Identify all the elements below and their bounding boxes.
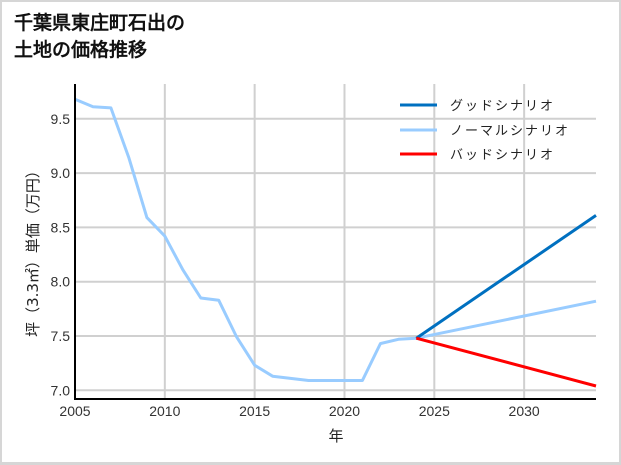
x-tick-label: 2015 xyxy=(239,403,270,419)
legend-label: グッドシナリオ xyxy=(450,99,555,114)
x-tick-label: 2030 xyxy=(509,403,540,419)
y-tick-label: 7.5 xyxy=(51,328,71,344)
x-axis-label: 年 xyxy=(328,427,343,445)
x-tick-label: 2010 xyxy=(149,403,180,419)
y-tick-label: 9.0 xyxy=(51,165,71,181)
x-tick-label: 2005 xyxy=(59,403,90,419)
y-tick-label: 7.0 xyxy=(51,382,71,398)
data-series xyxy=(74,97,597,388)
y-tick-label: 9.5 xyxy=(51,111,71,127)
axes xyxy=(74,84,596,400)
chart-title-line2: 土地の価格推移 xyxy=(14,39,148,61)
y-axis-label: 坪（3.3㎡）単価（万円） xyxy=(24,163,42,337)
y-tick-label: 8.0 xyxy=(51,274,71,290)
legend-label: バッドシナリオ xyxy=(450,148,555,163)
grid-lines xyxy=(74,84,596,399)
x-tick-label: 2020 xyxy=(329,403,360,419)
chart-title-line1: 千葉県東庄町石出の xyxy=(14,12,186,34)
y-tick-label: 8.5 xyxy=(51,219,71,235)
series-line-0 xyxy=(415,214,597,340)
legend-label: ノーマルシナリオ xyxy=(450,124,570,139)
chart-title: 千葉県東庄町石出の 土地の価格推移 xyxy=(14,10,185,64)
series-line-2 xyxy=(415,336,597,388)
x-tick-label: 2025 xyxy=(419,403,450,419)
series-line-1 xyxy=(74,97,597,382)
tick-labels: 2005 2010 2015 2020 2025 2030 7.0 7.5 8.0 8.5 9.0 9… xyxy=(51,111,540,419)
